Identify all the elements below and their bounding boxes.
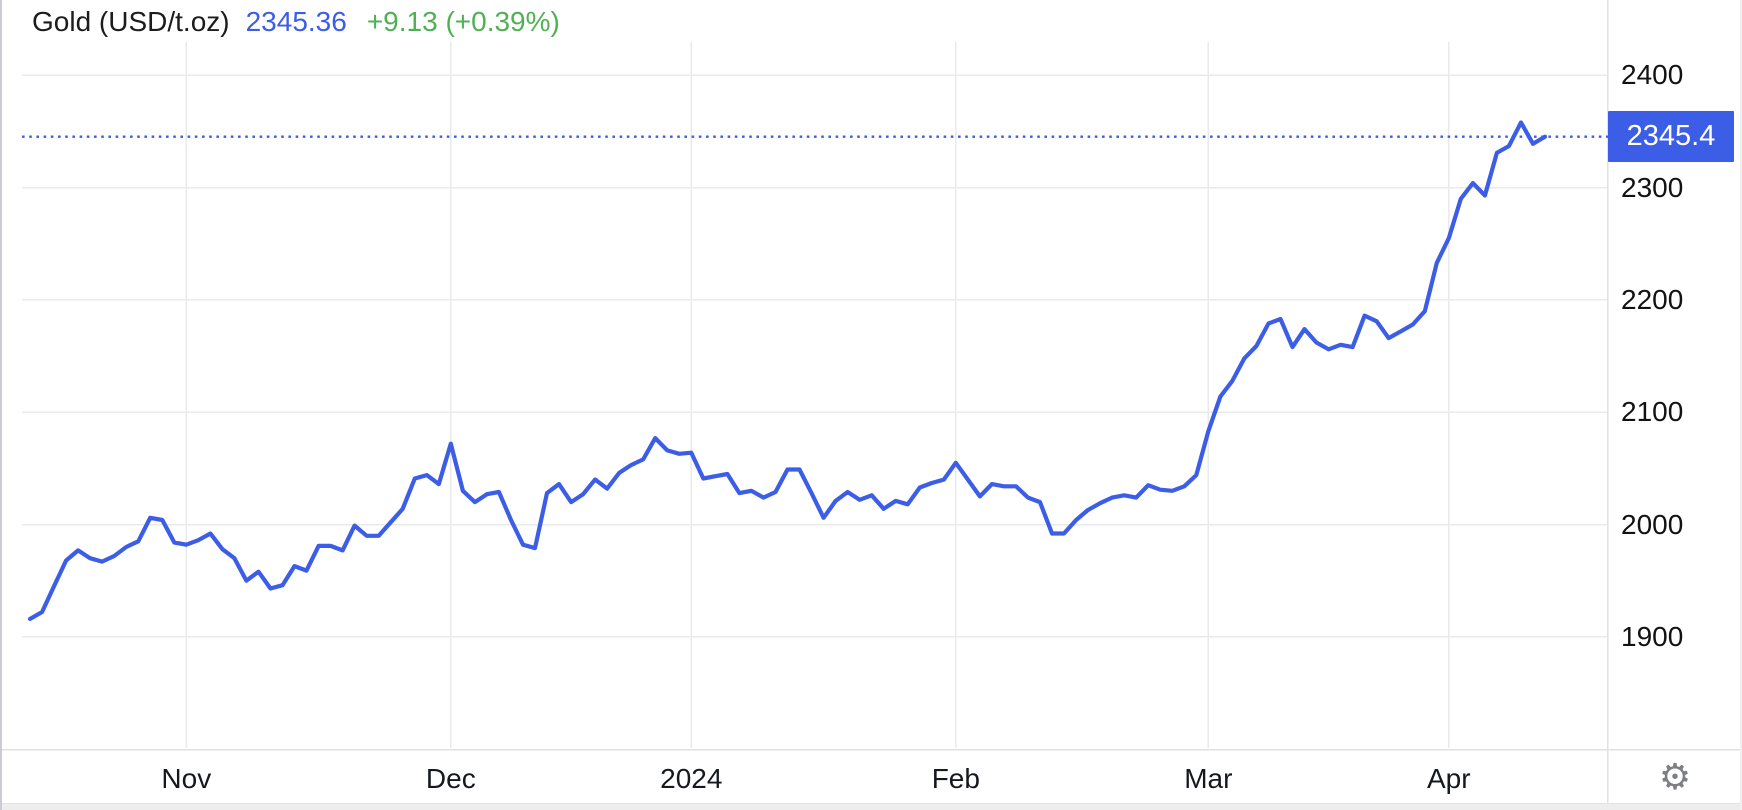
right-edge-border	[1740, 0, 1742, 810]
y-tick-label-2000: 2000	[1621, 508, 1684, 540]
x-tick-label-Apr: Apr	[1427, 763, 1471, 794]
y-tick-label-2100: 2100	[1621, 396, 1684, 428]
x-tick-label-Mar: Mar	[1184, 763, 1233, 794]
settings-gear-icon[interactable]: ⚙	[1658, 756, 1692, 797]
gold-price-series-line	[27, 120, 1548, 622]
x-tick-label-Dec: Dec	[425, 763, 476, 794]
y-tick-label-2300: 2300	[1621, 171, 1684, 203]
x-tick-label-2024: 2024	[660, 763, 723, 794]
instrument-title: Gold (USD/t.oz)	[32, 6, 230, 37]
chart-header: Gold (USD/t.oz) 2345.36 +9.13 (+0.39%)	[32, 6, 560, 38]
x-tick-label-Feb: Feb	[931, 763, 980, 794]
y-tick-label-2400: 2400	[1621, 59, 1684, 91]
current-price-badge: 2345.4	[1608, 111, 1734, 163]
current-price-badge-text: 2345.4	[1626, 120, 1716, 153]
y-tick-label-1900: 1900	[1621, 620, 1684, 652]
current-price-value: 2345.36	[245, 6, 347, 37]
y-tick-label-2200: 2200	[1621, 283, 1684, 315]
price-change-value: +9.13 (+0.39%)	[366, 6, 560, 37]
bottom-strip	[2, 803, 1742, 810]
x-tick-label-Nov: Nov	[161, 763, 212, 794]
